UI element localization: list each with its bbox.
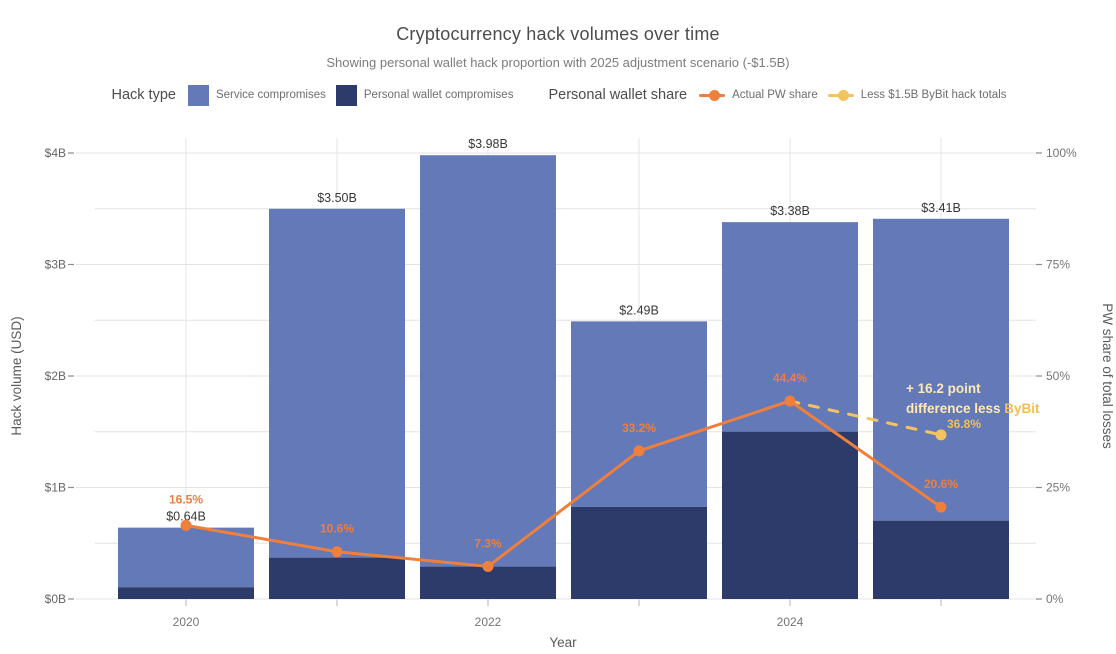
pw-share-pct-label: 16.5%	[169, 492, 203, 506]
bar-total-label: $3.98B	[468, 137, 508, 151]
pw-share-pct-label: 33.2%	[622, 421, 656, 435]
y-right-tick-label: 100%	[1046, 146, 1077, 160]
pw-share-pct-label: 20.6%	[924, 477, 958, 491]
y-right-tick-label: 75%	[1046, 258, 1070, 272]
pw-share-pct-label: 7.3%	[474, 536, 502, 550]
annotation-line2: difference less ByBit	[906, 401, 1040, 416]
y-left-tick-label: $2B	[45, 369, 66, 383]
adjusted-share-end-label: 36.8%	[947, 417, 981, 431]
marker-dot	[837, 89, 849, 101]
personal-wallet-compromises-swatch	[335, 84, 357, 106]
y-left-tick-label: $1B	[45, 481, 66, 495]
chart-subtitle: Showing personal wallet hack proportion …	[326, 55, 790, 70]
bar-personal-wallet-2023[interactable]	[571, 506, 707, 599]
legend-item-less-bybit[interactable]: Less $1.5B ByBit hack totals	[827, 89, 1007, 101]
adjusted-pw-share-point[interactable]	[935, 429, 947, 441]
x-tick-label: 2020	[173, 615, 200, 629]
legend-item-service-compromises[interactable]: Service compromises	[187, 84, 326, 106]
bar-service-2021[interactable]	[269, 208, 405, 558]
actual-pw-share-line	[185, 399, 942, 568]
x-tick-label: 2022	[475, 615, 502, 629]
y-left-tick-label: $3B	[45, 258, 66, 272]
y-left-axis-title: Hack volume (USD)	[9, 316, 24, 435]
legend-item-label: Personal wallet compromises	[363, 89, 514, 101]
chart-title: Cryptocurrency hack volumes over time	[396, 24, 720, 44]
legend-hack-type-title: Hack type	[111, 87, 176, 103]
actual-pw-share-point-2022[interactable]	[482, 560, 494, 572]
bar-total-label: $3.38B	[770, 204, 810, 218]
adjusted-pw-share-line-marker-icon	[827, 89, 854, 101]
service-compromises-swatch	[187, 84, 209, 106]
actual-pw-share-point-2020[interactable]	[180, 519, 192, 531]
y-right-tick-label: 50%	[1046, 369, 1070, 383]
bar-service-2023[interactable]	[571, 321, 707, 507]
actual-pw-share-point-2024[interactable]	[784, 395, 796, 407]
bar-total-label: $3.41B	[921, 201, 961, 215]
bar-total-label: $2.49B	[619, 303, 659, 317]
y-right-tick-label: 25%	[1046, 481, 1070, 495]
actual-pw-share-point-2023[interactable]	[633, 445, 645, 457]
x-axis-title: Year	[549, 635, 577, 650]
y-right-tick-label: 0%	[1046, 592, 1064, 606]
bar-personal-wallet-2025[interactable]	[873, 520, 1009, 599]
bar-total-label: $3.50B	[317, 191, 357, 205]
legend-item-label: Actual PW share	[732, 89, 818, 101]
actual-pw-share-line-marker-icon	[699, 89, 726, 101]
actual-pw-share-point-2021[interactable]	[331, 546, 343, 558]
bar-service-2020[interactable]	[118, 527, 254, 588]
bar-personal-wallet-2020[interactable]	[118, 587, 254, 599]
x-tick-label: 2024	[777, 615, 804, 629]
bar-personal-wallet-2022[interactable]	[420, 566, 556, 599]
legend-item-actual-pw-share[interactable]: Actual PW share	[699, 89, 818, 101]
annotation-line1: + 16.2 point	[906, 381, 981, 396]
legend-pw-share-title: Personal wallet share	[548, 87, 688, 103]
annotation-bybit-highlight: ByBit	[1004, 401, 1040, 416]
pw-share-pct-label: 10.6%	[320, 522, 354, 536]
marker-dot	[709, 89, 721, 101]
bar-service-2022[interactable]	[420, 155, 556, 567]
y-left-tick-label: $0B	[45, 592, 66, 606]
adjusted-pw-share-line	[788, 399, 943, 437]
legend: Hack type Service compromises Personal w…	[0, 83, 1116, 107]
bar-personal-wallet-2024[interactable]	[722, 431, 858, 599]
bar-personal-wallet-2021[interactable]	[269, 557, 405, 599]
pw-share-pct-label: 44.4%	[773, 371, 807, 385]
actual-pw-share-point-2025[interactable]	[935, 501, 947, 513]
y-left-tick-label: $4B	[45, 146, 66, 160]
y-right-axis-title: PW share of total losses	[1100, 303, 1115, 449]
legend-item-label: Service compromises	[215, 89, 326, 101]
legend-item-label: Less $1.5B ByBit hack totals	[860, 89, 1007, 101]
bar-service-2025[interactable]	[873, 218, 1009, 521]
bar-total-label: $0.64B	[166, 510, 206, 524]
legend-item-personal-wallet-compromises[interactable]: Personal wallet compromises	[335, 84, 514, 106]
